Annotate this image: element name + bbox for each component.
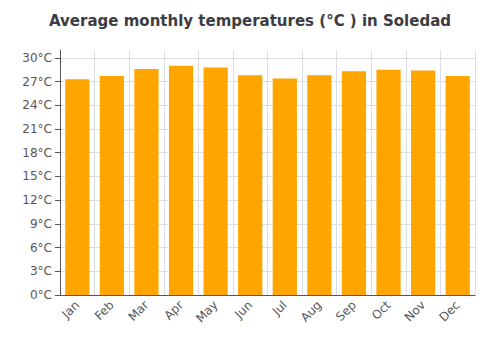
svg-text:Nov: Nov — [402, 298, 428, 324]
svg-text:Dec: Dec — [436, 298, 462, 324]
svg-text:15°C: 15°C — [22, 169, 52, 183]
svg-text:9°C: 9°C — [30, 217, 52, 231]
svg-text:3°C: 3°C — [30, 264, 52, 278]
svg-text:Aug: Aug — [298, 298, 324, 324]
svg-text:18°C: 18°C — [22, 146, 52, 160]
svg-text:0°C: 0°C — [30, 288, 52, 302]
svg-text:Average monthly temperatures (: Average monthly temperatures (°C ) in So… — [49, 12, 451, 30]
svg-text:Sep: Sep — [333, 298, 359, 324]
svg-text:6°C: 6°C — [30, 241, 52, 255]
svg-text:27°C: 27°C — [22, 75, 52, 89]
svg-text:Feb: Feb — [92, 298, 117, 323]
svg-text:30°C: 30°C — [22, 51, 52, 65]
svg-text:Jun: Jun — [231, 298, 255, 322]
svg-text:Apr: Apr — [161, 298, 186, 323]
svg-text:May: May — [193, 298, 220, 325]
svg-text:12°C: 12°C — [22, 193, 52, 207]
svg-text:Jan: Jan — [59, 298, 83, 322]
svg-text:Mar: Mar — [126, 298, 152, 324]
svg-text:24°C: 24°C — [22, 98, 52, 112]
svg-text:Oct: Oct — [369, 298, 394, 323]
svg-text:21°C: 21°C — [22, 122, 52, 136]
svg-text:Jul: Jul — [269, 298, 290, 319]
